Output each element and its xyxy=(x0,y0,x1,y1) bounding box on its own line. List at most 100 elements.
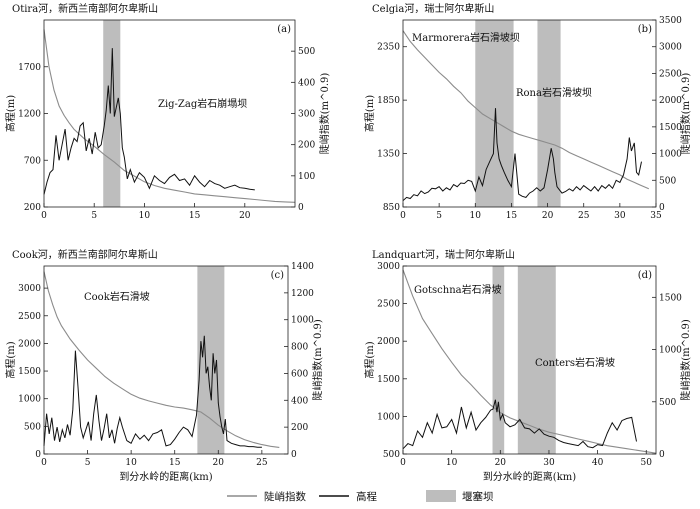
y2-tick-label: 2000 xyxy=(659,96,682,106)
y-tick-label: 2000 xyxy=(377,337,400,347)
dam-annotation: Cook岩石滑坡 xyxy=(84,290,150,303)
y2-tick-label: 200 xyxy=(291,423,308,433)
dam-annotation: Marmorera岩石滑坡坝 xyxy=(412,31,520,44)
panel-title: Otira河，新西兰南部阿尔卑斯山 xyxy=(12,2,158,15)
dam-band xyxy=(197,266,225,454)
panel-label: (a) xyxy=(277,24,291,35)
y-tick-label: 500 xyxy=(24,422,41,432)
y-tick-label: 1000 xyxy=(377,412,400,422)
y2-tick-label: 200 xyxy=(298,141,315,151)
x-tick-label: 50 xyxy=(641,458,653,468)
y2-tick-label: 3000 xyxy=(659,43,682,53)
y-tick-label: 850 xyxy=(383,203,400,213)
plot-frame xyxy=(402,265,657,455)
y2-tick-label: 1500 xyxy=(659,123,682,133)
steepness-line xyxy=(43,29,296,203)
legend: 陡峭指数 高程 堰塞坝 xyxy=(227,490,494,503)
x-tick-label: 35 xyxy=(650,211,662,221)
dam-annotation: Conters岩石滑坡 xyxy=(535,356,615,369)
y2-tick-label: 0 xyxy=(659,203,665,213)
x-tick-label: 10 xyxy=(470,211,482,221)
elevation-line xyxy=(43,335,262,448)
y-tick-label: 500 xyxy=(383,450,400,460)
x-tick-label: 20 xyxy=(213,458,225,468)
y-tick-label: 1000 xyxy=(18,395,41,405)
legend-label: 陡峭指数 xyxy=(264,490,306,503)
plot-frame xyxy=(402,19,657,208)
x-tick-label: 0 xyxy=(41,458,47,468)
y-tick-label: 1850 xyxy=(377,96,400,106)
dam-annotation: Gotschna岩石滑坡 xyxy=(414,283,502,296)
x-tick-label: 5 xyxy=(436,211,442,221)
y2-axis-label: 陡峭指数(m^0.9) xyxy=(311,319,324,401)
panel-label: (d) xyxy=(638,270,652,281)
y2-tick-label: 500 xyxy=(659,398,676,408)
panel-title: Landquart河，瑞士阿尔卑斯山 xyxy=(372,248,515,261)
dam-annotation: Rona岩石滑坡坝 xyxy=(516,86,592,99)
x-tick-label: 5 xyxy=(85,458,91,468)
x-tick-label: 15 xyxy=(189,211,201,221)
x-tick-label: 20 xyxy=(542,211,554,221)
y2-tick-label: 0 xyxy=(298,203,304,213)
x-tick-label: 25 xyxy=(578,211,590,221)
dam-annotation: Zig-Zag岩石崩塌坝 xyxy=(158,97,247,110)
panel-title: Celgia河，瑞士阿尔卑斯山 xyxy=(372,2,494,15)
x-tick-label: 20 xyxy=(495,458,507,468)
y2-tick-label: 1200 xyxy=(291,289,314,299)
x-tick-label: 0 xyxy=(41,211,47,221)
elevation-line xyxy=(402,399,637,450)
panel-label: (c) xyxy=(271,270,285,281)
y-axis-label: 高程(m) xyxy=(363,95,376,132)
y2-tick-label: 100 xyxy=(298,172,315,182)
x-tick-label: 40 xyxy=(592,458,604,468)
legend-label: 高程 xyxy=(356,490,377,503)
x-tick-label: 10 xyxy=(139,211,151,221)
legend-swatch xyxy=(426,490,456,502)
x-tick-label: 15 xyxy=(169,458,181,468)
y2-tick-label: 1500 xyxy=(659,293,682,303)
y-tick-label: 2000 xyxy=(18,339,41,349)
elevation-line xyxy=(43,48,255,195)
plot-frame xyxy=(43,19,296,208)
y2-tick-label: 0 xyxy=(291,450,297,460)
x-tick-label: 25 xyxy=(256,458,268,468)
y2-tick-label: 500 xyxy=(659,176,676,186)
x-axis-label: 到分水岭的距离(km) xyxy=(119,470,212,483)
y-tick-label: 1700 xyxy=(18,63,41,73)
y-tick-label: 1350 xyxy=(377,150,400,160)
dam-band xyxy=(492,266,505,454)
steepness-line xyxy=(43,271,280,448)
panel-title: Cook河，新西兰南部阿尔卑斯山 xyxy=(12,248,158,261)
y-tick-label: 3000 xyxy=(18,284,41,294)
y2-tick-label: 1000 xyxy=(659,150,682,160)
y-tick-label: 0 xyxy=(35,450,41,460)
dam-band xyxy=(103,20,121,207)
steepness-line xyxy=(402,269,657,454)
panel-b: 0 5 10 15 20 25 30 35 850 1350 1850 2350 0 500 1000 150… xyxy=(363,2,692,221)
y-tick-label: 1500 xyxy=(377,375,400,385)
plot-frame xyxy=(43,265,289,455)
y2-tick-label: 300 xyxy=(298,110,315,120)
y-axis-label: 高程(m) xyxy=(4,95,17,132)
elevation-line xyxy=(402,108,642,201)
steepness-line xyxy=(402,30,650,190)
y-tick-label: 200 xyxy=(24,203,41,213)
y2-axis-label: 陡峭指数(m^0.9) xyxy=(679,319,692,401)
x-tick-label: 0 xyxy=(400,211,406,221)
y2-tick-label: 3500 xyxy=(659,16,682,26)
x-tick-label: 10 xyxy=(446,458,458,468)
y-tick-label: 1500 xyxy=(18,367,41,377)
y-axis-label: 高程(m) xyxy=(4,341,17,378)
x-tick-label: 30 xyxy=(614,211,626,221)
y2-tick-label: 0 xyxy=(659,450,665,460)
dam-band xyxy=(475,20,514,207)
y2-tick-label: 600 xyxy=(291,369,308,379)
panel-d: 0 10 20 30 40 5050010001500200025003000050010… xyxy=(363,248,692,483)
y2-tick-label: 1400 xyxy=(291,262,314,272)
y2-tick-label: 2500 xyxy=(659,69,682,79)
y2-axis-label: 陡峭指数(m^0.9) xyxy=(679,73,692,155)
y-tick-label: 2500 xyxy=(18,312,41,322)
y2-tick-label: 800 xyxy=(291,343,308,353)
y-tick-label: 1200 xyxy=(18,110,41,120)
